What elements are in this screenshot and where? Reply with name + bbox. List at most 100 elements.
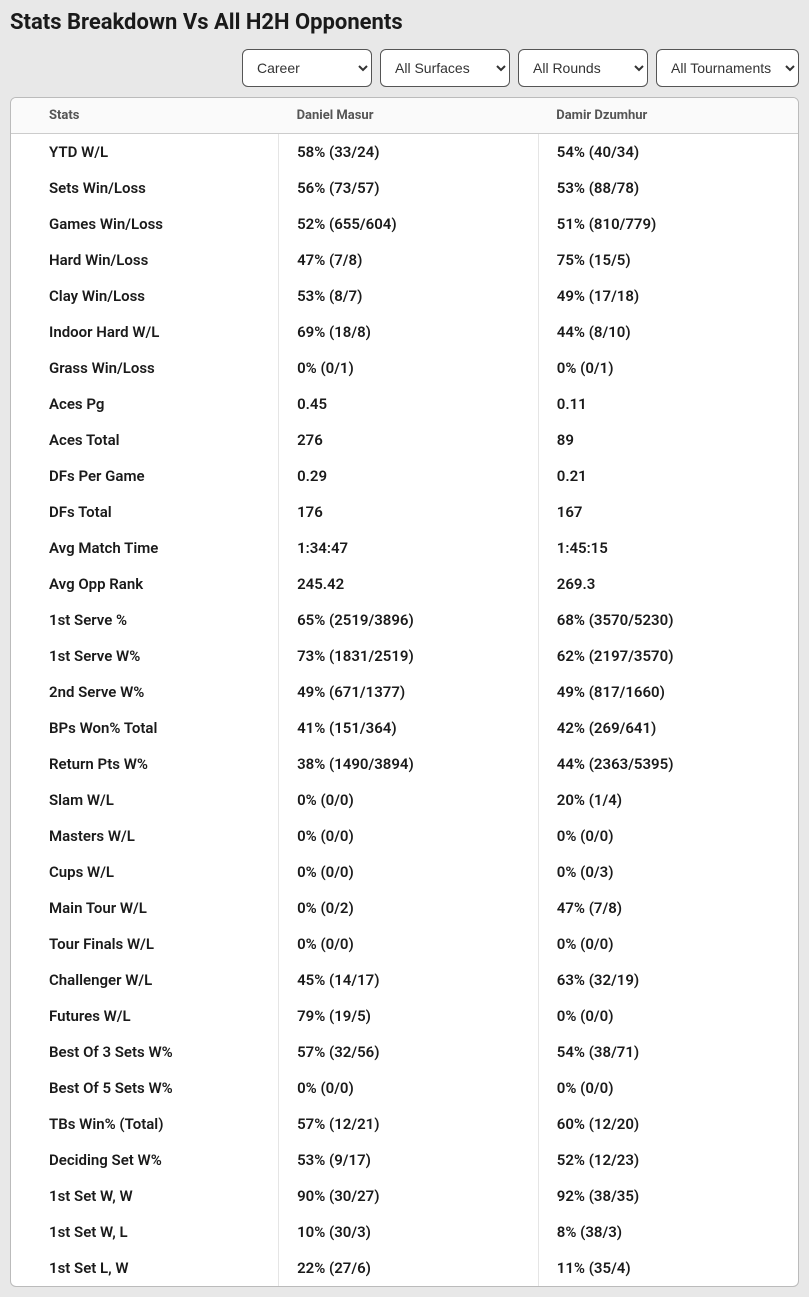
table-row: Return Pts W%38% (1490/3894)44% (2363/53… <box>11 746 798 782</box>
table-row: Avg Opp Rank245.42269.3 <box>11 566 798 602</box>
surface-select[interactable]: All Surfaces <box>380 49 510 87</box>
table-row: Main Tour W/L0% (0/2)47% (7/8) <box>11 890 798 926</box>
tournaments-select[interactable]: All Tournaments <box>656 49 799 87</box>
stat-value-player2: 0.21 <box>538 458 798 494</box>
stat-label: Cups W/L <box>11 854 279 890</box>
stat-label: 1st Serve W% <box>11 638 279 674</box>
stat-label: Main Tour W/L <box>11 890 279 926</box>
table-row: Best Of 3 Sets W%57% (32/56)54% (38/71) <box>11 1034 798 1070</box>
stat-value-player2: 0% (0/0) <box>538 926 798 962</box>
stat-value-player1: 245.42 <box>279 566 539 602</box>
stat-value-player2: 8% (38/3) <box>538 1214 798 1250</box>
stat-label: 1st Set W, W <box>11 1178 279 1214</box>
stat-value-player2: 20% (1/4) <box>538 782 798 818</box>
stat-value-player2: 53% (88/78) <box>538 170 798 206</box>
table-row: Futures W/L79% (19/5)0% (0/0) <box>11 998 798 1034</box>
stat-label: 1st Set W, L <box>11 1214 279 1250</box>
stat-value-player2: 49% (17/18) <box>538 278 798 314</box>
table-row: Best Of 5 Sets W%0% (0/0)0% (0/0) <box>11 1070 798 1106</box>
stat-label: 1st Set L, W <box>11 1250 279 1286</box>
stat-value-player1: 0% (0/0) <box>279 854 539 890</box>
stat-value-player2: 44% (2363/5395) <box>538 746 798 782</box>
stat-value-player2: 0% (0/0) <box>538 818 798 854</box>
stat-label: Deciding Set W% <box>11 1142 279 1178</box>
stat-value-player2: 60% (12/20) <box>538 1106 798 1142</box>
col-header-player2: Damir Dzumhur <box>538 98 798 134</box>
stat-label: Masters W/L <box>11 818 279 854</box>
table-row: Slam W/L0% (0/0)20% (1/4) <box>11 782 798 818</box>
stat-label: Sets Win/Loss <box>11 170 279 206</box>
table-row: YTD W/L58% (33/24)54% (40/34) <box>11 134 798 171</box>
stat-value-player1: 38% (1490/3894) <box>279 746 539 782</box>
table-row: Tour Finals W/L0% (0/0)0% (0/0) <box>11 926 798 962</box>
table-row: 1st Serve W%73% (1831/2519)62% (2197/357… <box>11 638 798 674</box>
table-row: DFs Total176167 <box>11 494 798 530</box>
stat-label: Clay Win/Loss <box>11 278 279 314</box>
stat-value-player1: 52% (655/604) <box>279 206 539 242</box>
stat-value-player1: 53% (8/7) <box>279 278 539 314</box>
stat-value-player1: 0% (0/0) <box>279 818 539 854</box>
stat-value-player2: 1:45:15 <box>538 530 798 566</box>
table-row: DFs Per Game0.290.21 <box>11 458 798 494</box>
stat-value-player1: 0.29 <box>279 458 539 494</box>
stat-label: Aces Pg <box>11 386 279 422</box>
table-row: Hard Win/Loss47% (7/8)75% (15/5) <box>11 242 798 278</box>
table-row: 1st Set L, W22% (27/6)11% (35/4) <box>11 1250 798 1286</box>
table-row: 1st Serve %65% (2519/3896)68% (3570/5230… <box>11 602 798 638</box>
stat-value-player2: 89 <box>538 422 798 458</box>
stat-value-player1: 57% (12/21) <box>279 1106 539 1142</box>
stat-label: TBs Win% (Total) <box>11 1106 279 1142</box>
stat-value-player2: 47% (7/8) <box>538 890 798 926</box>
filters-row: Career All Surfaces All Rounds All Tourn… <box>10 49 799 87</box>
stat-value-player1: 58% (33/24) <box>279 134 539 171</box>
table-row: BPs Won% Total41% (151/364)42% (269/641) <box>11 710 798 746</box>
panel-title: Stats Breakdown Vs All H2H Opponents <box>10 10 799 35</box>
stats-breakdown-panel: Stats Breakdown Vs All H2H Opponents Car… <box>0 0 809 1297</box>
stat-value-player1: 49% (671/1377) <box>279 674 539 710</box>
stat-value-player2: 42% (269/641) <box>538 710 798 746</box>
table-row: Clay Win/Loss53% (8/7)49% (17/18) <box>11 278 798 314</box>
stats-table-card: Stats Daniel Masur Damir Dzumhur YTD W/L… <box>10 97 799 1287</box>
stat-value-player1: 90% (30/27) <box>279 1178 539 1214</box>
table-row: Grass Win/Loss0% (0/1)0% (0/1) <box>11 350 798 386</box>
stat-label: Return Pts W% <box>11 746 279 782</box>
stat-value-player2: 54% (40/34) <box>538 134 798 171</box>
table-row: Deciding Set W%53% (9/17)52% (12/23) <box>11 1142 798 1178</box>
stat-value-player2: 0% (0/3) <box>538 854 798 890</box>
stat-value-player1: 41% (151/364) <box>279 710 539 746</box>
stat-label: BPs Won% Total <box>11 710 279 746</box>
round-select[interactable]: All Rounds <box>518 49 648 87</box>
stat-value-player2: 167 <box>538 494 798 530</box>
table-row: Aces Pg0.450.11 <box>11 386 798 422</box>
stat-value-player2: 51% (810/779) <box>538 206 798 242</box>
stat-value-player1: 0% (0/0) <box>279 1070 539 1106</box>
period-select[interactable]: Career <box>242 49 372 87</box>
stat-label: 1st Serve % <box>11 602 279 638</box>
stat-label: Avg Opp Rank <box>11 566 279 602</box>
stat-value-player2: 0% (0/1) <box>538 350 798 386</box>
stat-label: Avg Match Time <box>11 530 279 566</box>
table-row: 1st Set W, W90% (30/27)92% (38/35) <box>11 1178 798 1214</box>
stat-value-player1: 1:34:47 <box>279 530 539 566</box>
table-row: Games Win/Loss52% (655/604)51% (810/779) <box>11 206 798 242</box>
stat-label: Challenger W/L <box>11 962 279 998</box>
stat-label: Indoor Hard W/L <box>11 314 279 350</box>
stat-value-player1: 0% (0/0) <box>279 782 539 818</box>
stat-value-player1: 65% (2519/3896) <box>279 602 539 638</box>
table-row: Sets Win/Loss56% (73/57)53% (88/78) <box>11 170 798 206</box>
table-row: 2nd Serve W%49% (671/1377)49% (817/1660) <box>11 674 798 710</box>
stat-value-player1: 45% (14/17) <box>279 962 539 998</box>
table-row: Indoor Hard W/L69% (18/8)44% (8/10) <box>11 314 798 350</box>
stat-value-player1: 176 <box>279 494 539 530</box>
stat-label: Futures W/L <box>11 998 279 1034</box>
stat-label: DFs Total <box>11 494 279 530</box>
stats-table: Stats Daniel Masur Damir Dzumhur YTD W/L… <box>11 98 798 1286</box>
stat-value-player1: 0.45 <box>279 386 539 422</box>
stat-label: Grass Win/Loss <box>11 350 279 386</box>
stat-value-player1: 22% (27/6) <box>279 1250 539 1286</box>
stat-value-player2: 92% (38/35) <box>538 1178 798 1214</box>
stat-value-player1: 79% (19/5) <box>279 998 539 1034</box>
stat-value-player1: 69% (18/8) <box>279 314 539 350</box>
table-row: Aces Total27689 <box>11 422 798 458</box>
stat-label: Aces Total <box>11 422 279 458</box>
